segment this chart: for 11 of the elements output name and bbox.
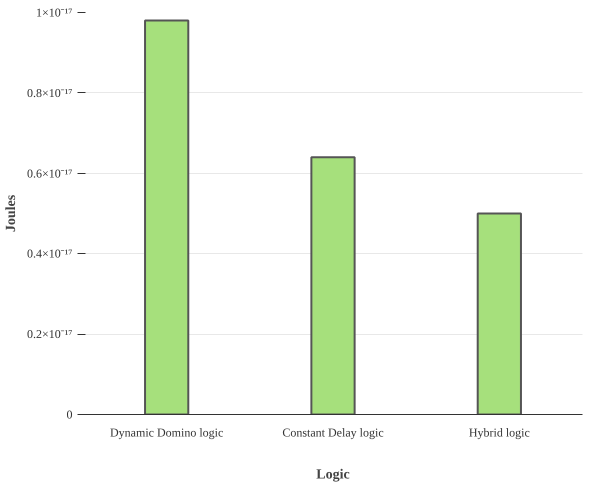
- y-tick-label: 0.2×10⁻¹⁷: [26, 327, 73, 342]
- x-axis-title: Logic: [316, 468, 350, 482]
- x-tick-label: Hybrid logic: [468, 426, 530, 440]
- y-tick-label: 0.6×10⁻¹⁷: [26, 166, 73, 180]
- x-tick-label: Dynamic Domino logic: [110, 426, 224, 440]
- y-tick-label: 1×10⁻¹⁷: [36, 6, 73, 20]
- y-tick-label: 0: [66, 408, 72, 422]
- y-tick-label: 0.8×10⁻¹⁷: [26, 86, 73, 100]
- y-axis-title: Joules: [4, 194, 19, 232]
- x-tick-label: Constant Delay logic: [282, 426, 384, 440]
- y-tick-label: 0.4×10⁻¹⁷: [26, 246, 73, 261]
